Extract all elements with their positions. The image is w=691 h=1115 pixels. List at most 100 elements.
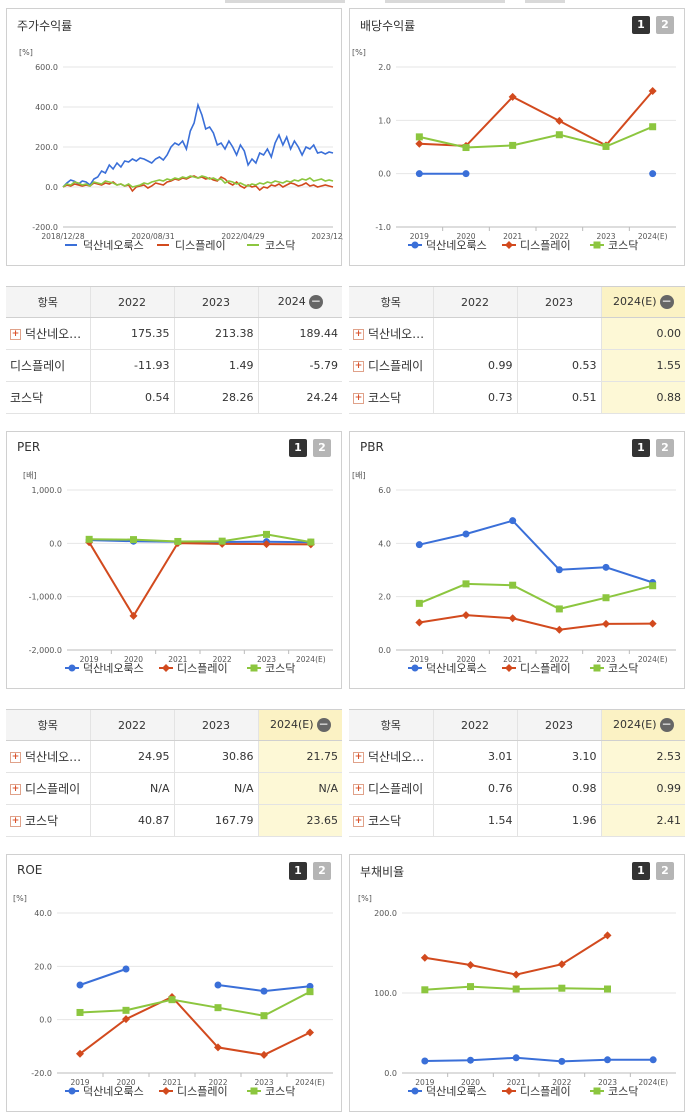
data-point [649,170,657,178]
legend-marker [593,1087,601,1095]
value-cell: 23.65 [257,804,342,837]
page-2-button[interactable]: 2 [313,862,331,880]
expand-icon[interactable]: + [10,784,21,795]
data-point [557,960,566,969]
expand-icon[interactable]: + [10,816,21,827]
series-3 [415,580,657,613]
column-header: 2023 [173,709,258,741]
legend-label: 코스닥 [265,1085,295,1098]
legend-marker [411,241,419,249]
data-point [415,133,423,141]
table-row: + 코스닥 1.54 1.96 2.41 [349,804,685,837]
row-name-cell: + 코스닥 [6,804,90,837]
data-point [307,538,315,546]
page-1-button[interactable]: 1 [289,439,307,457]
value-cell: 24.95 [89,740,174,773]
x-tick-label: 2023 [257,655,276,664]
legend-label: 덕산네오룩스 [83,239,144,252]
expand-icon[interactable]: + [353,752,364,763]
row-name: 디스플레이 [368,359,424,373]
page-1-button[interactable]: 1 [632,16,650,34]
x-tick-label: 2024(E) [638,655,668,664]
value-cell: 0.99 [600,772,685,805]
x-tick-label: 2020/08/31 [131,232,174,241]
x-tick-label: 2019 [80,655,99,664]
series-line [419,90,654,147]
legend-label: 디스플레이 [175,239,226,252]
page-2-button[interactable]: 2 [656,439,674,457]
x-tick-label: 2020 [124,655,143,664]
page-1-button[interactable]: 1 [632,439,650,457]
column-header: 2023 [516,286,601,318]
x-tick-label: 2020 [456,655,475,664]
data-point [168,996,176,1004]
value-cell: 3.01 [432,740,517,773]
data-point [604,985,611,993]
x-tick-label: 2023 [596,655,615,664]
expand-icon[interactable]: + [353,816,364,827]
page-1-button[interactable]: 1 [632,862,650,880]
value-cell: 0.98 [516,772,601,805]
per-table: 항목 2022 2023 2024(E) − + 덕산네오… 24.95 30.86 21.75 +… [6,709,342,837]
data-point [306,1028,314,1037]
collapse-icon[interactable]: − [659,717,674,732]
y-tick-label: -20.0 [31,1069,52,1078]
panel-title: 주가수익률 [17,19,73,33]
series-line [419,519,654,584]
data-point [218,537,226,545]
series-3 [421,983,611,994]
table-row: + 코스닥 40.87 167.79 23.65 [6,804,342,837]
expand-icon[interactable]: + [10,752,21,763]
legend-label: 코스닥 [608,662,638,675]
column-header: 항목 [6,286,90,318]
collapse-icon[interactable]: − [316,717,331,732]
series-line [88,541,311,618]
expand-icon[interactable]: + [353,329,364,340]
value-cell: 40.87 [89,804,174,837]
series-line [62,102,334,188]
collapse-icon[interactable]: − [659,294,674,309]
data-point [260,1012,268,1020]
data-point [415,599,423,607]
data-point [602,594,610,602]
collapse-icon[interactable]: − [308,294,323,309]
row-name: 코스닥 [10,391,44,405]
value-cell: 30.86 [173,740,258,773]
expand-icon[interactable]: + [353,361,364,372]
data-point [558,1057,566,1065]
data-point [467,983,474,991]
expand-icon[interactable]: + [10,329,21,340]
legend-marker [68,664,76,672]
column-header: 항목 [349,286,433,318]
data-point [76,981,84,989]
data-point [467,1056,474,1064]
table-row: + 덕산네오… 24.95 30.86 21.75 [6,740,342,773]
data-point [555,131,563,139]
y-tick-label: 0.0 [45,183,58,192]
page-2-button[interactable]: 2 [313,439,331,457]
table-row: 코스닥 0.54 28.26 24.24 [6,381,342,414]
expand-icon[interactable]: + [353,784,364,795]
data-point [509,517,517,525]
dividend-chart: [%] 2.0 1.0 0.0 -1.0 2019 2020 2021 2022 2023 2024… [352,48,676,252]
series-line [79,995,311,1056]
data-point [214,1004,222,1012]
x-tick-label: 2024(E) [295,1078,325,1087]
page-2-button[interactable]: 2 [656,862,674,880]
y-tick-label: 0.0 [378,646,391,655]
data-point [512,970,521,979]
expand-icon[interactable]: + [353,393,364,404]
page-2-button[interactable]: 2 [656,16,674,34]
page-1-button[interactable]: 1 [289,862,307,880]
x-tick-label: 2024(E) [638,232,668,241]
legend-marker [68,1087,76,1095]
data-point [466,961,475,969]
y-tick-label: 20.0 [34,962,52,971]
unit-label: [%] [358,894,372,903]
unit-label: [%] [352,48,366,57]
legend-marker [593,664,601,672]
value-cell: 213.38 [173,317,258,350]
